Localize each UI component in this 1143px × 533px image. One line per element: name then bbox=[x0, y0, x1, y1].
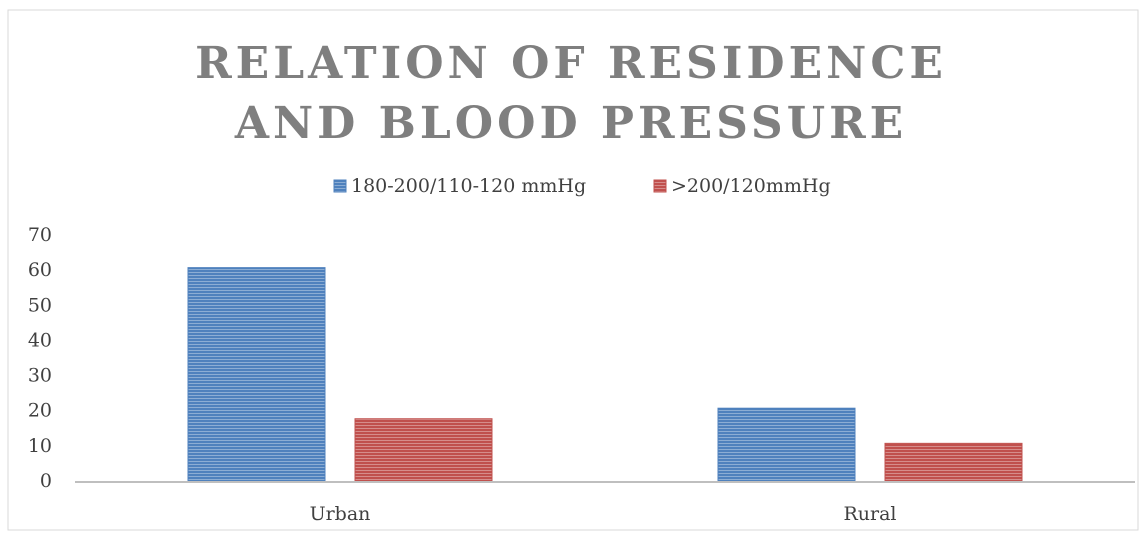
chart-border bbox=[7, 9, 1139, 531]
y-tick-label: 0 bbox=[40, 470, 52, 492]
x-tick-label: Rural bbox=[843, 503, 896, 525]
legend-label: 180-200/110-120 mmHg bbox=[351, 175, 586, 197]
legend-swatch bbox=[653, 179, 667, 193]
bar bbox=[187, 267, 326, 483]
bar bbox=[884, 442, 1023, 483]
bar bbox=[717, 407, 856, 483]
y-tick-label: 50 bbox=[28, 294, 52, 316]
chart-title: RELATION OF RESIDENCE AND BLOOD PRESSURE bbox=[195, 38, 947, 149]
y-tick-label: 40 bbox=[28, 329, 52, 351]
legend-swatch bbox=[333, 179, 347, 193]
bar bbox=[354, 418, 493, 483]
x-tick-label: Urban bbox=[310, 503, 371, 525]
y-tick-label: 30 bbox=[28, 365, 52, 387]
legend-label: >200/120mmHg bbox=[671, 175, 831, 197]
y-tick-label: 70 bbox=[28, 224, 52, 246]
y-tick-label: 10 bbox=[28, 435, 52, 457]
y-tick-label: 60 bbox=[28, 259, 52, 281]
y-tick-label: 20 bbox=[28, 400, 52, 422]
